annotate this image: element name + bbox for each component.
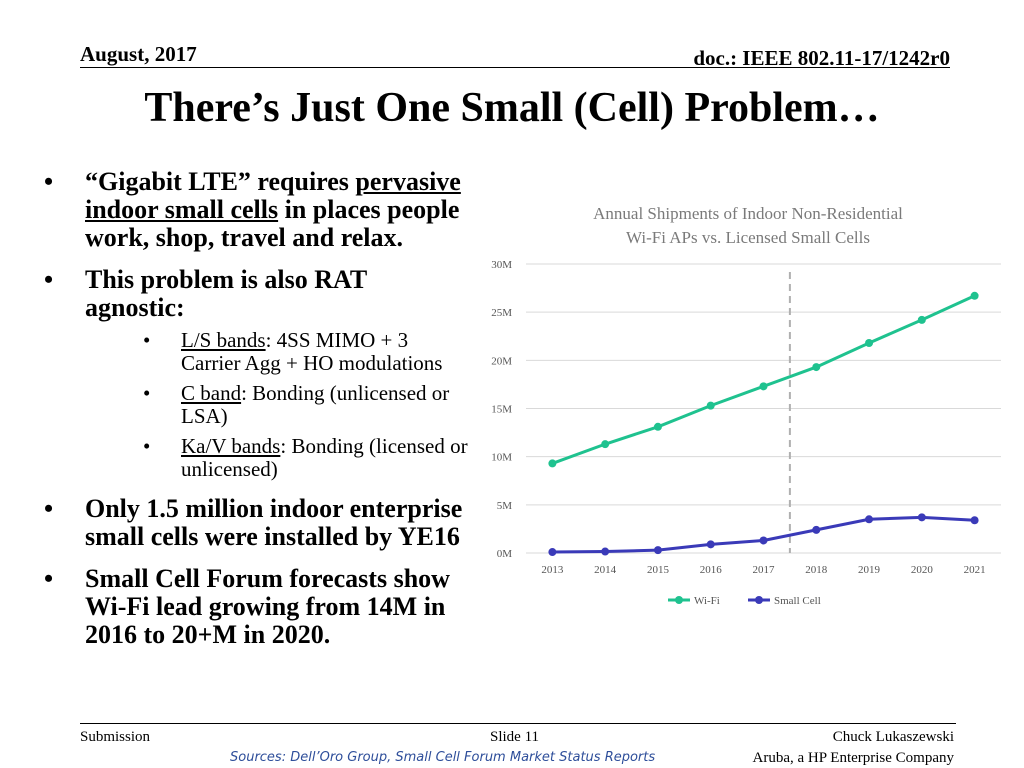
legend-label: Small Cell bbox=[774, 595, 821, 607]
chart-axes: 0M 5M 10M 15M 20M 25M 30M 2013 2014 2015 2016 2017 2… bbox=[491, 259, 985, 576]
chart-legend: Wi-Fi Small Cell bbox=[668, 595, 821, 607]
footer-slide-number: Slide 11 bbox=[490, 729, 540, 745]
data-point bbox=[653, 422, 662, 431]
header-date: August, 2017 bbox=[80, 42, 197, 66]
data-point bbox=[706, 540, 715, 549]
data-point bbox=[601, 547, 610, 556]
bullet-forecast: • Small Cell Forum forecasts show Wi-Fi … bbox=[40, 565, 470, 649]
sub-bullet-term: Ka/V bands bbox=[181, 434, 281, 458]
footer-rule bbox=[80, 723, 956, 724]
data-point bbox=[759, 536, 768, 545]
x-tick-label: 2016 bbox=[700, 564, 723, 576]
footer-company: Aruba, a HP Enterprise Company bbox=[752, 750, 954, 766]
data-point bbox=[601, 440, 610, 449]
sub-bullet-dot: • bbox=[143, 328, 151, 352]
data-point bbox=[706, 401, 715, 410]
x-tick-label: 2017 bbox=[753, 564, 776, 576]
chart-title-line2: Wi-Fi APs vs. Licensed Small Cells bbox=[626, 228, 870, 247]
legend-label: Wi-Fi bbox=[694, 595, 720, 607]
bullet-dot: • bbox=[44, 265, 54, 294]
series-line-small-cell bbox=[552, 515, 975, 554]
sub-bullet-term: C band bbox=[181, 381, 242, 405]
shipments-line-chart: Annual Shipments of Indoor Non-Residenti… bbox=[491, 204, 1001, 607]
bullet-text: Only 1.5 million indoor enterprise small… bbox=[85, 494, 463, 551]
y-tick-label: 20M bbox=[491, 355, 512, 367]
data-point bbox=[812, 525, 821, 534]
x-tick-label: 2019 bbox=[858, 564, 881, 576]
bullet-text: This problem is also RAT agnostic: bbox=[85, 265, 367, 322]
data-point bbox=[917, 513, 926, 522]
x-tick-label: 2021 bbox=[964, 564, 986, 576]
sub-bullet-text: : 4SS MIMO + 3 Carrier Agg + HO modulati… bbox=[181, 328, 443, 375]
bullet-dot: • bbox=[44, 494, 54, 523]
data-point bbox=[548, 459, 557, 468]
y-tick-label: 15M bbox=[491, 404, 512, 416]
legend-swatch-marker bbox=[755, 596, 763, 604]
x-tick-label: 2013 bbox=[541, 564, 564, 576]
x-tick-label: 2015 bbox=[647, 564, 670, 576]
data-point bbox=[653, 546, 662, 555]
bullet-text: Small Cell Forum forecasts show Wi-Fi le… bbox=[85, 564, 450, 649]
header-doc-id: doc.: IEEE 802.11-17/1242r0 bbox=[693, 46, 950, 70]
y-tick-label: 5M bbox=[497, 500, 513, 512]
bullet-list: • “Gigabit LTE” requires pervasive indoo… bbox=[40, 168, 470, 663]
sub-bullet-dot: • bbox=[143, 434, 151, 458]
chart-title-line1: Annual Shipments of Indoor Non-Residenti… bbox=[593, 204, 903, 223]
sub-bullet-ls-bands: • L/S bands: 4SS MIMO + 3 Carrier Agg + … bbox=[85, 329, 470, 375]
footer-author: Chuck Lukaszewski bbox=[832, 729, 954, 745]
data-point bbox=[865, 515, 874, 524]
sub-bullet-ka-v-bands: • Ka/V bands: Bonding (licensed or unlic… bbox=[85, 435, 470, 481]
slide-title: There’s Just One Small (Cell) Problem… bbox=[144, 85, 880, 131]
chart-gridlines bbox=[526, 263, 1001, 554]
data-point bbox=[548, 548, 557, 557]
data-point bbox=[917, 315, 926, 324]
bullet-small-cells-installed: • Only 1.5 million indoor enterprise sma… bbox=[40, 495, 470, 551]
sub-bullet-text: : Bonding (unlicensed or LSA) bbox=[181, 381, 450, 428]
series-line-wi-fi bbox=[551, 294, 976, 465]
chart-series bbox=[548, 291, 979, 557]
sub-bullet-dot: • bbox=[143, 381, 151, 405]
sub-bullet-term: L/S bands bbox=[181, 328, 266, 352]
x-tick-label: 2018 bbox=[805, 564, 828, 576]
data-point bbox=[759, 382, 768, 391]
y-tick-label: 0M bbox=[497, 548, 513, 560]
header-rule bbox=[80, 67, 950, 68]
data-point bbox=[812, 363, 821, 372]
y-tick-label: 30M bbox=[491, 259, 512, 271]
bullet-gigabit-lte: • “Gigabit LTE” requires pervasive indoo… bbox=[40, 168, 470, 252]
bullet-underlined-text: pervasive indoor small cells bbox=[85, 167, 461, 224]
footer-sources: Sources: Dell’Oro Group, Small Cell Foru… bbox=[230, 750, 656, 765]
bullet-dot: • bbox=[44, 564, 54, 593]
sub-bullet-text: : Bonding (licensed or unlicensed) bbox=[181, 434, 468, 481]
bullet-text: “Gigabit LTE” requires bbox=[85, 167, 356, 196]
data-point bbox=[970, 516, 979, 525]
data-point bbox=[970, 291, 979, 300]
x-tick-label: 2020 bbox=[911, 564, 934, 576]
footer-submission: Submission bbox=[80, 729, 151, 745]
sub-bullet-c-band: • C band: Bonding (unlicensed or LSA) bbox=[85, 382, 470, 428]
legend-swatch-marker bbox=[675, 596, 683, 604]
bullet-text: in places people work, shop, travel and … bbox=[85, 195, 460, 252]
bullet-dot: • bbox=[44, 167, 54, 196]
y-tick-label: 10M bbox=[491, 452, 512, 464]
data-point bbox=[865, 338, 874, 347]
y-tick-label: 25M bbox=[491, 307, 512, 319]
bullet-rat-agnostic: • This problem is also RAT agnostic: • L… bbox=[40, 266, 470, 481]
x-tick-label: 2014 bbox=[594, 564, 617, 576]
